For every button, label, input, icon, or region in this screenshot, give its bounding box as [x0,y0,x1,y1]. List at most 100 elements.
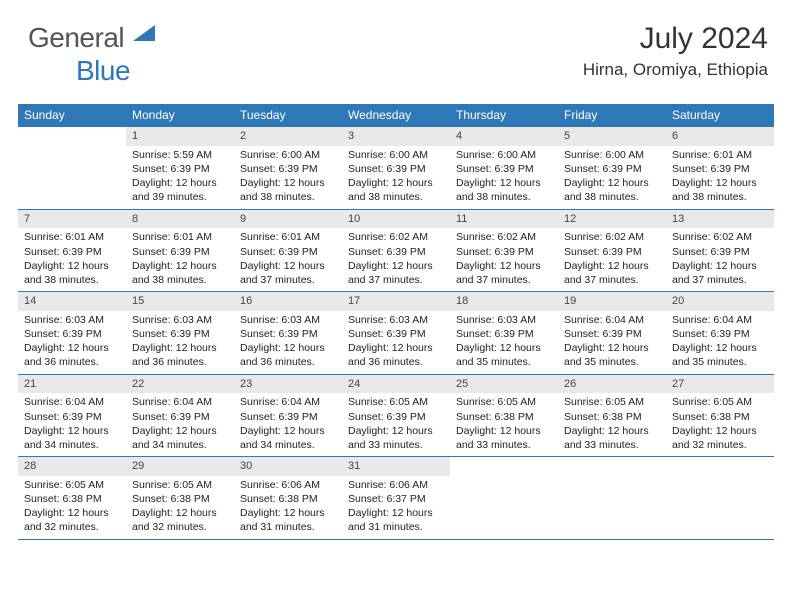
sunrise: Sunrise: 6:00 AM [564,148,660,162]
calendar-day: 12Sunrise: 6:02 AMSunset: 6:39 PMDayligh… [558,209,666,292]
day-content: Sunrise: 6:03 AMSunset: 6:39 PMDaylight:… [234,311,342,374]
day-content: Sunrise: 6:01 AMSunset: 6:39 PMDaylight:… [126,228,234,291]
day-number: 27 [666,375,774,394]
day-content: Sunrise: 6:05 AMSunset: 6:38 PMDaylight:… [18,476,126,539]
daylight2: and 38 minutes. [348,190,444,204]
sunset: Sunset: 6:38 PM [132,492,228,506]
weekday-header: Saturday [666,104,774,127]
sunrise: Sunrise: 6:06 AM [240,478,336,492]
day-number: 8 [126,210,234,229]
sunset: Sunset: 6:39 PM [672,245,768,259]
sunset: Sunset: 6:37 PM [348,492,444,506]
calendar-day: 1Sunrise: 5:59 AMSunset: 6:39 PMDaylight… [126,127,234,210]
calendar-day: 25Sunrise: 6:05 AMSunset: 6:38 PMDayligh… [450,374,558,457]
day-content: Sunrise: 6:03 AMSunset: 6:39 PMDaylight:… [18,311,126,374]
day-number: 20 [666,292,774,311]
day-number: 4 [450,127,558,146]
calendar-day: 18Sunrise: 6:03 AMSunset: 6:39 PMDayligh… [450,292,558,375]
day-content: Sunrise: 6:01 AMSunset: 6:39 PMDaylight:… [18,228,126,291]
daylight1: Daylight: 12 hours [132,506,228,520]
daylight1: Daylight: 12 hours [564,424,660,438]
sunrise: Sunrise: 6:04 AM [564,313,660,327]
daylight1: Daylight: 12 hours [132,424,228,438]
weekday-header: Monday [126,104,234,127]
daylight1: Daylight: 12 hours [456,176,552,190]
daylight2: and 32 minutes. [24,520,120,534]
calendar-day [18,127,126,210]
sunrise: Sunrise: 6:04 AM [240,395,336,409]
day-content: Sunrise: 6:00 AMSunset: 6:39 PMDaylight:… [234,146,342,209]
daylight2: and 37 minutes. [348,273,444,287]
sunset: Sunset: 6:38 PM [456,410,552,424]
daylight1: Daylight: 12 hours [564,176,660,190]
calendar-day [450,457,558,540]
calendar-day: 10Sunrise: 6:02 AMSunset: 6:39 PMDayligh… [342,209,450,292]
daylight2: and 32 minutes. [132,520,228,534]
sunrise: Sunrise: 6:05 AM [348,395,444,409]
logo: General Blue [28,22,155,87]
logo-part1: General [28,22,124,53]
day-number: 2 [234,127,342,146]
day-content: Sunrise: 6:02 AMSunset: 6:39 PMDaylight:… [558,228,666,291]
daylight2: and 37 minutes. [672,273,768,287]
daylight1: Daylight: 12 hours [672,424,768,438]
calendar-day: 4Sunrise: 6:00 AMSunset: 6:39 PMDaylight… [450,127,558,210]
sunrise: Sunrise: 6:01 AM [240,230,336,244]
weekday-header: Friday [558,104,666,127]
daylight2: and 34 minutes. [132,438,228,452]
daylight1: Daylight: 12 hours [24,506,120,520]
sunset: Sunset: 6:39 PM [672,162,768,176]
daylight1: Daylight: 12 hours [240,259,336,273]
calendar-table: Sunday Monday Tuesday Wednesday Thursday… [18,104,774,540]
sunset: Sunset: 6:39 PM [564,327,660,341]
daylight2: and 38 minutes. [24,273,120,287]
day-number: 11 [450,210,558,229]
daylight2: and 39 minutes. [132,190,228,204]
sunrise: Sunrise: 6:04 AM [24,395,120,409]
daylight1: Daylight: 12 hours [456,259,552,273]
sunset: Sunset: 6:39 PM [24,245,120,259]
daylight2: and 34 minutes. [24,438,120,452]
weekday-header: Wednesday [342,104,450,127]
calendar-day: 3Sunrise: 6:00 AMSunset: 6:39 PMDaylight… [342,127,450,210]
calendar-day [666,457,774,540]
logo-part2: Blue [76,55,130,86]
daylight1: Daylight: 12 hours [240,341,336,355]
calendar-day: 20Sunrise: 6:04 AMSunset: 6:39 PMDayligh… [666,292,774,375]
sunrise: Sunrise: 6:02 AM [564,230,660,244]
daylight1: Daylight: 12 hours [564,259,660,273]
day-content: Sunrise: 6:02 AMSunset: 6:39 PMDaylight:… [342,228,450,291]
daylight1: Daylight: 12 hours [348,341,444,355]
calendar-day: 11Sunrise: 6:02 AMSunset: 6:39 PMDayligh… [450,209,558,292]
calendar-day: 21Sunrise: 6:04 AMSunset: 6:39 PMDayligh… [18,374,126,457]
sunset: Sunset: 6:39 PM [456,327,552,341]
daylight2: and 37 minutes. [240,273,336,287]
daylight1: Daylight: 12 hours [24,341,120,355]
calendar-day: 2Sunrise: 6:00 AMSunset: 6:39 PMDaylight… [234,127,342,210]
day-content: Sunrise: 6:04 AMSunset: 6:39 PMDaylight:… [18,393,126,456]
daylight2: and 36 minutes. [348,355,444,369]
calendar-day: 9Sunrise: 6:01 AMSunset: 6:39 PMDaylight… [234,209,342,292]
daylight1: Daylight: 12 hours [132,341,228,355]
day-number: 1 [126,127,234,146]
daylight1: Daylight: 12 hours [132,259,228,273]
day-number: 24 [342,375,450,394]
calendar-day: 15Sunrise: 6:03 AMSunset: 6:39 PMDayligh… [126,292,234,375]
day-content: Sunrise: 6:03 AMSunset: 6:39 PMDaylight:… [342,311,450,374]
weekday-header: Sunday [18,104,126,127]
sunrise: Sunrise: 6:01 AM [132,230,228,244]
sunset: Sunset: 6:39 PM [240,162,336,176]
weekday-header: Thursday [450,104,558,127]
calendar-day: 29Sunrise: 6:05 AMSunset: 6:38 PMDayligh… [126,457,234,540]
daylight1: Daylight: 12 hours [672,176,768,190]
calendar-day [558,457,666,540]
day-number: 9 [234,210,342,229]
calendar-week: 7Sunrise: 6:01 AMSunset: 6:39 PMDaylight… [18,209,774,292]
sunrise: Sunrise: 6:00 AM [456,148,552,162]
daylight1: Daylight: 12 hours [24,424,120,438]
day-content: Sunrise: 6:04 AMSunset: 6:39 PMDaylight:… [666,311,774,374]
daylight1: Daylight: 12 hours [24,259,120,273]
daylight2: and 38 minutes. [564,190,660,204]
sunrise: Sunrise: 6:05 AM [456,395,552,409]
sunset: Sunset: 6:39 PM [672,327,768,341]
